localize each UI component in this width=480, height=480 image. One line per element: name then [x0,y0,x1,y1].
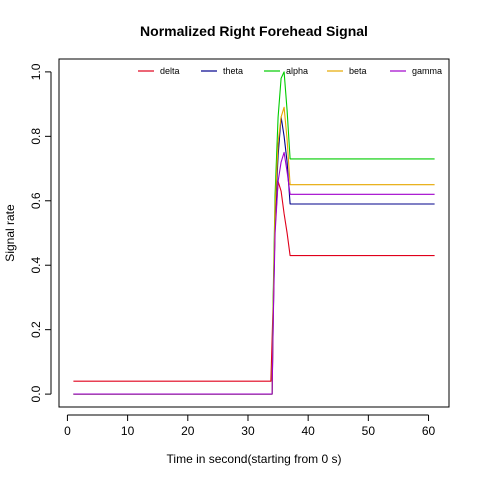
legend-label-alpha: alpha [286,66,308,76]
legend-label-theta: theta [223,66,243,76]
chart-title: Normalized Right Forehead Signal [140,23,368,39]
x-tick-label: 10 [121,424,135,438]
y-tick-label: 0.6 [29,192,43,209]
y-tick-label: 0.4 [29,257,43,274]
x-tick-label: 30 [241,424,255,438]
y-tick-label: 1.0 [29,63,43,80]
y-tick-label: 0.0 [29,385,43,402]
x-axis-label: Time in second(starting from 0 s) [167,452,342,466]
y-tick-label: 0.8 [29,128,43,145]
x-tick-label: 20 [181,424,195,438]
legend-label-delta: delta [160,66,180,76]
x-tick-label: 40 [301,424,315,438]
x-tick-label: 50 [362,424,376,438]
x-tick-label: 60 [422,424,436,438]
legend-label-beta: beta [349,66,367,76]
legend-label-gamma: gamma [412,66,442,76]
y-axis-label: Signal rate [3,204,17,262]
x-tick-label: 0 [64,424,71,438]
y-tick-label: 0.2 [29,321,43,338]
